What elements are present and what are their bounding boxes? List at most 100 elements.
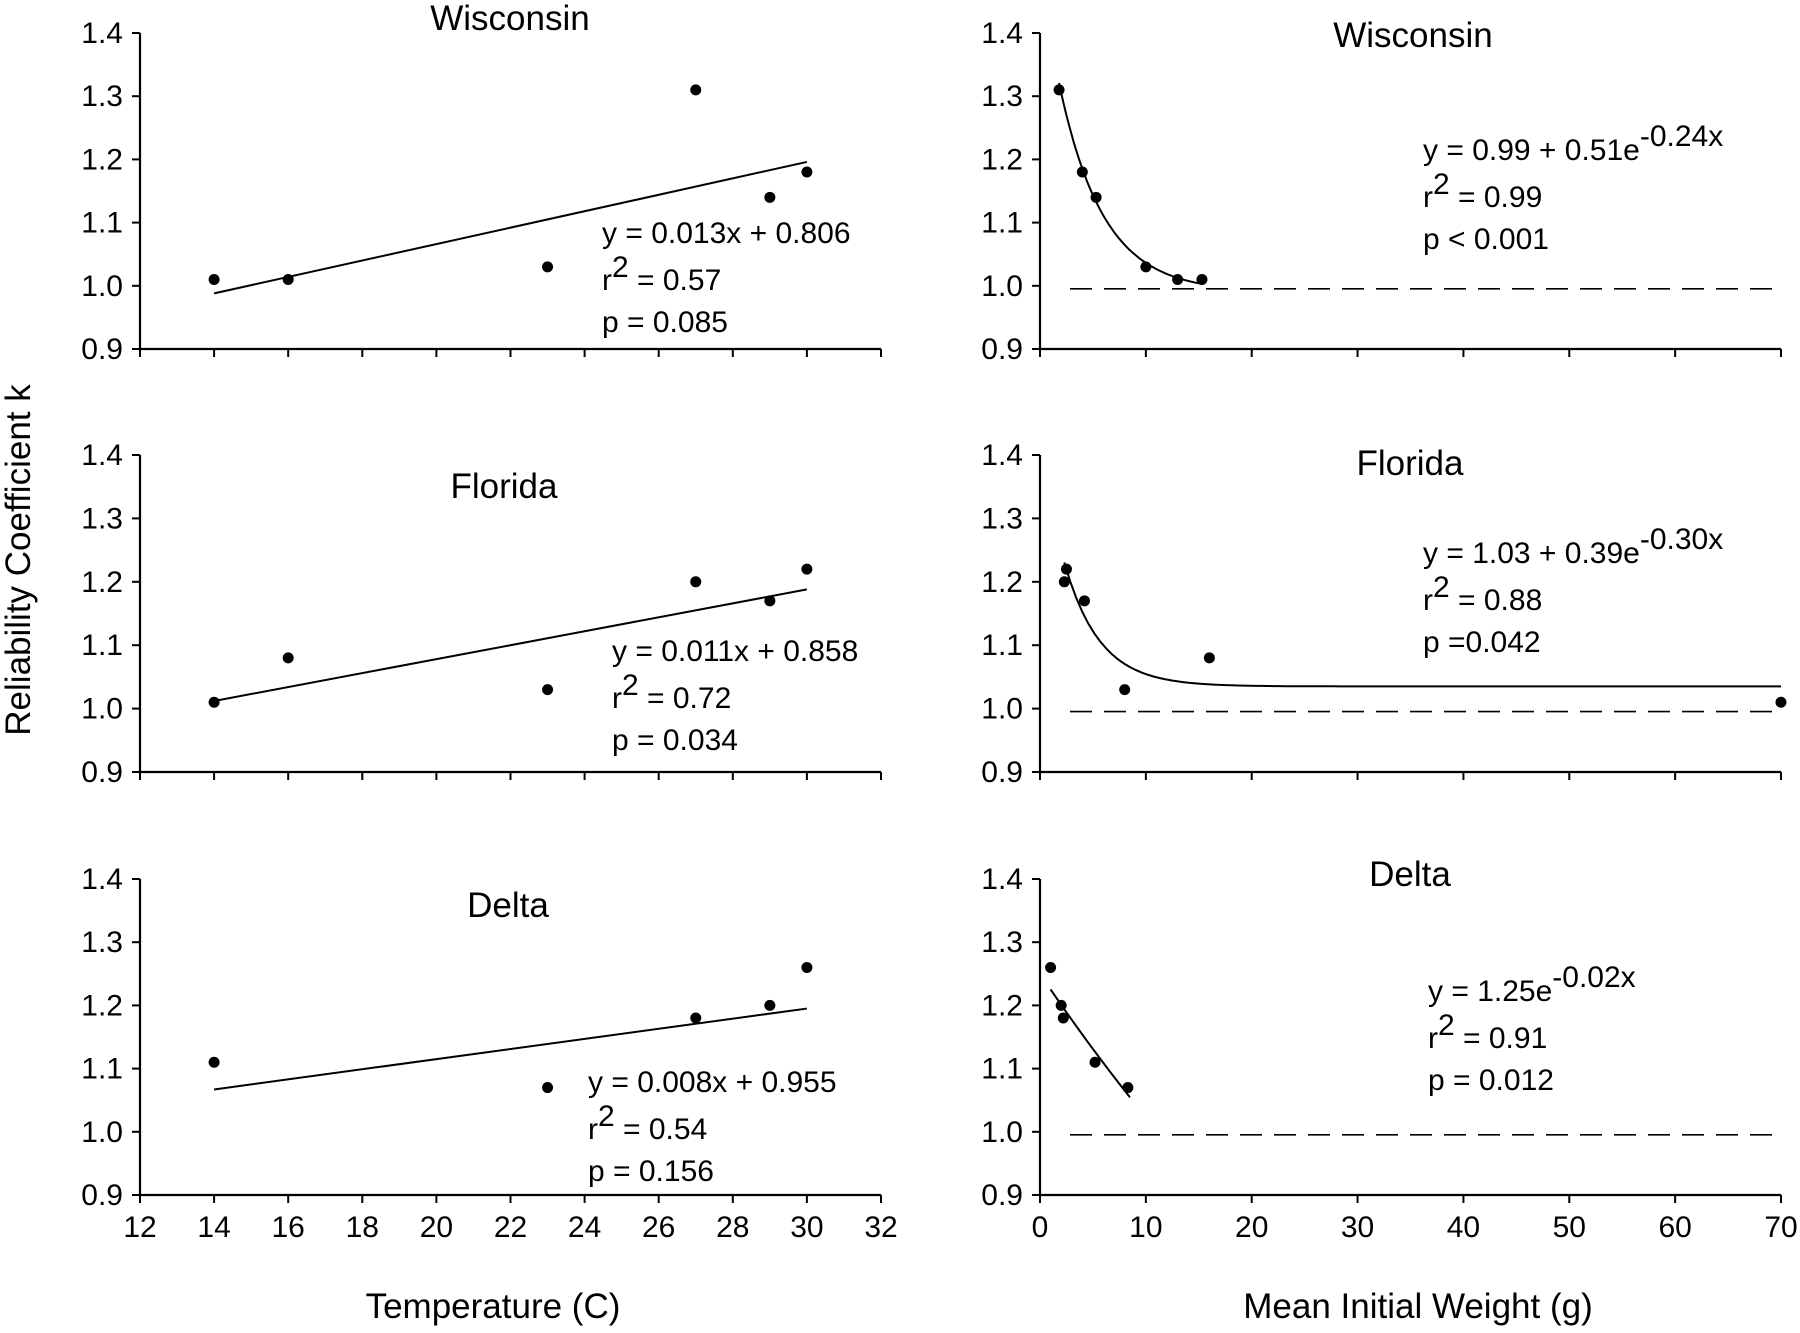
data-point — [1057, 1012, 1069, 1024]
data-point — [542, 261, 554, 273]
x-tick-label: 28 — [716, 1211, 749, 1244]
y-tick-label: 1.1 — [981, 1053, 1023, 1086]
panel-title: Delta — [1369, 855, 1451, 894]
y-tick-label: 1.3 — [81, 80, 123, 113]
data-point — [208, 273, 220, 285]
data-point — [1203, 652, 1215, 664]
data-point — [764, 191, 776, 203]
data-point — [1196, 273, 1208, 285]
y-tick-label: 1.4 — [81, 439, 123, 472]
x-tick-label: 24 — [568, 1211, 601, 1244]
y-tick-label: 1.1 — [981, 629, 1023, 662]
fit-line — [1063, 562, 1781, 688]
panel-title: Florida — [1357, 444, 1465, 483]
y-tick-label: 0.9 — [981, 333, 1023, 366]
data-point — [208, 696, 220, 708]
y-tick-label: 1.4 — [81, 17, 123, 50]
fit-equation: y = 0.011x + 0.858 — [612, 635, 858, 668]
chart-panel-6: 0.9 1.0 1.1 1.2 1.3 1.4 0 10 20 30 40 50 60 70 Delta y … — [981, 855, 1797, 1244]
x-tick-label: 18 — [346, 1211, 379, 1244]
y-tick-label: 1.2 — [81, 989, 123, 1022]
y-tick-label: 0.9 — [981, 756, 1023, 789]
x-tick-label: 26 — [642, 1211, 675, 1244]
y-tick-label: 1.0 — [81, 270, 123, 303]
data-point — [542, 1082, 554, 1094]
y-tick-label: 1.3 — [981, 926, 1023, 959]
x-tick-label: 20 — [1235, 1211, 1268, 1244]
panels-group: 0.9 1.0 1.1 1.2 1.3 1.4 Wisconsin y = 0.013x + … — [81, 0, 1797, 1244]
fit-equation: y = 0.008x + 0.955 — [588, 1066, 837, 1099]
fit-line — [213, 588, 808, 702]
panel-title: Wisconsin — [430, 0, 589, 38]
r-squared: r2 = 0.54 — [588, 1100, 707, 1146]
r-squared: r2 = 0.99 — [1423, 168, 1542, 214]
y-tick-label: 1.4 — [981, 17, 1023, 50]
x-tick-label: 30 — [790, 1211, 823, 1244]
p-value: p = 0.012 — [1428, 1064, 1554, 1097]
x-tick-label: 22 — [494, 1211, 527, 1244]
fit-equation: y = 1.25e-0.02x — [1428, 961, 1636, 1008]
data-point — [801, 961, 813, 973]
x-tick-label: 10 — [1129, 1211, 1162, 1244]
data-point — [1055, 999, 1067, 1011]
fit-equation: y = 0.99 + 0.51e-0.24x — [1423, 120, 1723, 167]
x-axis-title-weight: Mean Initial Weight (g) — [1243, 1287, 1593, 1326]
panel-title: Delta — [467, 886, 549, 925]
y-tick-label: 1.0 — [981, 1116, 1023, 1149]
data-point — [690, 1012, 702, 1024]
fit-equation: y = 1.03 + 0.39e-0.30x — [1423, 523, 1723, 570]
data-point — [1119, 684, 1131, 696]
data-point — [1172, 273, 1184, 285]
data-point — [1140, 261, 1152, 273]
fit-line — [213, 160, 808, 295]
r-squared: r2 = 0.88 — [1423, 571, 1542, 617]
y-tick-label: 1.4 — [981, 439, 1023, 472]
y-tick-label: 1.3 — [981, 502, 1023, 535]
y-tick-label: 1.0 — [81, 693, 123, 726]
data-point — [801, 166, 813, 178]
data-point — [1078, 595, 1090, 607]
data-point — [282, 652, 294, 664]
p-value: p < 0.001 — [1423, 223, 1549, 256]
data-point — [542, 684, 554, 696]
x-tick-label: 40 — [1447, 1211, 1480, 1244]
panel-title: Florida — [451, 467, 559, 506]
x-tick-label: 70 — [1764, 1211, 1797, 1244]
fit-equation-exponent: -0.02x — [1552, 961, 1635, 994]
y-tick-label: 1.3 — [81, 502, 123, 535]
panel-title: Wisconsin — [1333, 16, 1492, 55]
x-tick-label: 16 — [272, 1211, 305, 1244]
y-tick-label: 1.1 — [981, 207, 1023, 240]
fit-line — [213, 1007, 808, 1091]
data-point — [1076, 166, 1088, 178]
data-point — [282, 273, 294, 285]
chart-panel-1: 0.9 1.0 1.1 1.2 1.3 1.4 Wisconsin y = 0.013x + … — [81, 0, 882, 366]
data-point — [1089, 1056, 1101, 1068]
y-tick-label: 1.4 — [81, 863, 123, 896]
r-squared: r2 = 0.72 — [612, 669, 731, 715]
y-tick-label: 1.0 — [981, 693, 1023, 726]
y-tick-label: 1.2 — [81, 566, 123, 599]
y-tick-label: 1.3 — [981, 80, 1023, 113]
x-tick-label: 20 — [420, 1211, 453, 1244]
r-squared: r2 = 0.91 — [1428, 1009, 1547, 1055]
fit-line — [1058, 82, 1203, 285]
y-tick-label: 1.2 — [981, 989, 1023, 1022]
y-tick-label: 0.9 — [81, 756, 123, 789]
r-squared: r2 = 0.57 — [602, 251, 721, 297]
p-value: p = 0.034 — [612, 724, 738, 757]
y-tick-label: 1.1 — [81, 1053, 123, 1086]
fit-equation-exponent: -0.24x — [1640, 120, 1723, 153]
p-value: p = 0.156 — [588, 1155, 714, 1188]
y-tick-label: 1.0 — [981, 270, 1023, 303]
y-tick-label: 1.0 — [81, 1116, 123, 1149]
data-point — [1060, 563, 1072, 575]
y-axis-title: Reliability Coefficient k — [0, 384, 38, 736]
y-tick-label: 1.2 — [981, 566, 1023, 599]
y-tick-label: 1.4 — [981, 863, 1023, 896]
data-point — [1058, 576, 1070, 588]
y-tick-label: 0.9 — [81, 333, 123, 366]
x-axis-title-temperature: Temperature (C) — [366, 1287, 621, 1326]
data-point — [801, 563, 813, 575]
data-point — [1122, 1082, 1134, 1094]
